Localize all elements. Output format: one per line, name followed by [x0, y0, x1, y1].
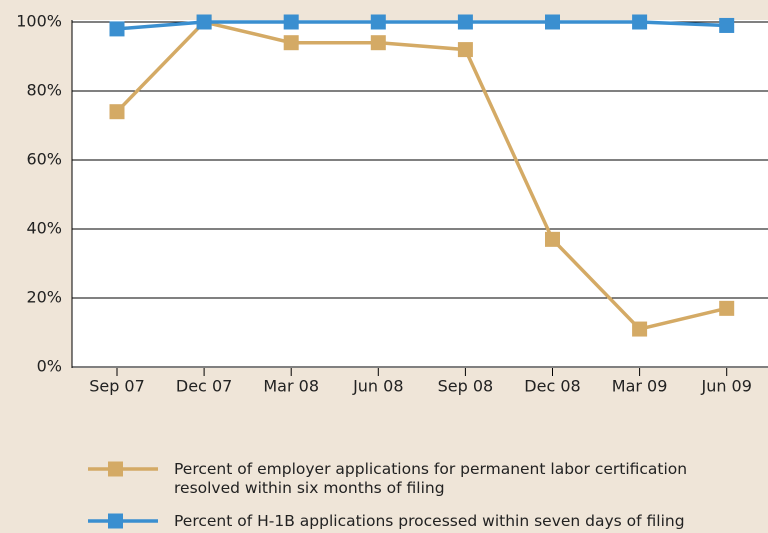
marker	[545, 231, 560, 247]
marker	[632, 321, 648, 337]
x-tick-label: Dec 07	[176, 377, 232, 396]
marker	[283, 35, 299, 51]
legend-marker	[108, 461, 123, 477]
x-tick-label: Jun 08	[352, 377, 403, 396]
plot-area	[72, 20, 768, 368]
x-tick-label: Mar 08	[263, 377, 319, 396]
marker	[109, 21, 125, 37]
x-tick-label: Jun 09	[700, 377, 751, 396]
y-tick-label: 40%	[26, 219, 62, 238]
marker	[719, 300, 735, 316]
marker	[109, 104, 125, 120]
x-tick-label: Sep 08	[438, 377, 494, 396]
marker	[370, 14, 386, 30]
marker	[370, 35, 386, 51]
y-tick-label: 20%	[26, 288, 62, 307]
x-tick-label: Sep 07	[89, 377, 145, 396]
x-tick-label: Mar 09	[612, 377, 668, 396]
marker	[457, 14, 473, 30]
y-tick-label: 60%	[26, 150, 62, 169]
marker	[545, 14, 560, 30]
marker	[719, 17, 735, 33]
y-tick-label: 100%	[16, 12, 62, 31]
marker	[632, 14, 648, 30]
marker	[457, 42, 473, 58]
legend-label: Percent of employer applications for per…	[174, 460, 688, 497]
legend-marker	[108, 513, 123, 529]
y-tick-label: 80%	[26, 81, 62, 100]
marker	[196, 14, 212, 30]
series-line	[116, 20, 727, 31]
x-tick-label: Dec 08	[524, 377, 580, 396]
y-tick-label: 0%	[37, 357, 62, 376]
legend-label: Percent of H-1B applications processed w…	[174, 512, 685, 530]
marker	[283, 14, 299, 30]
series-line	[115, 20, 728, 331]
